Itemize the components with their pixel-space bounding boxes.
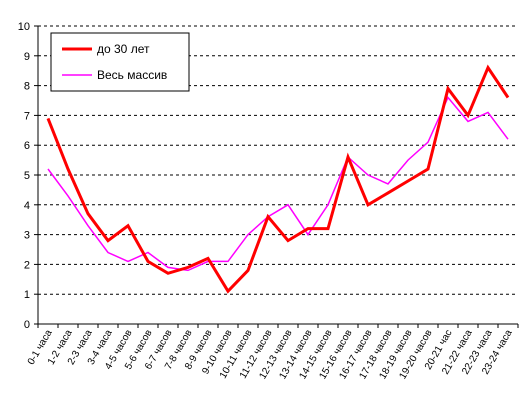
data-point [148,252,149,253]
y-tick-label: 7 [24,110,30,122]
y-tick-label: 0 [24,319,30,331]
data-point [68,195,69,196]
data-point [468,121,469,122]
data-point [128,261,129,262]
y-tick-label: 10 [18,21,30,33]
data-point [368,175,369,176]
y-tick-label: 4 [24,200,30,212]
data-point [408,160,409,161]
y-tick-label: 8 [24,81,30,93]
data-point [428,169,429,170]
data-point [208,258,209,259]
data-point [268,216,269,217]
data-point [168,267,169,268]
data-point [108,240,109,241]
data-point [388,192,389,193]
data-point [248,270,249,271]
data-point [68,169,69,170]
series-line-1 [47,96,509,272]
legend-label: Весь массив [97,68,167,82]
data-point [188,270,189,271]
data-point [248,234,249,235]
series-line-0 [46,64,510,294]
data-point [48,118,49,119]
data-point [488,67,489,68]
data-point [488,112,489,113]
y-tick-label: 6 [24,140,30,152]
data-point [288,204,289,205]
data-point [108,252,109,253]
data-point [408,180,409,181]
data-point [188,267,189,268]
legend: до 30 лет Весь массив [50,32,190,92]
legend-label: до 30 лет [97,42,150,56]
data-point [508,97,509,98]
data-point [328,228,329,229]
data-point [428,142,429,143]
data-point [128,225,129,226]
data-point [448,88,449,89]
data-point [348,157,349,158]
data-point [328,204,329,205]
data-point [228,261,229,262]
data-point [508,139,509,140]
data-point [88,225,89,226]
data-point [228,291,229,292]
legend-box [50,32,190,92]
y-tick-label: 1 [24,289,30,301]
y-tick-label: 9 [24,51,30,63]
y-tick-label: 2 [24,259,30,271]
data-point [148,261,149,262]
data-point [368,204,369,205]
data-point [468,115,469,116]
data-point [288,240,289,241]
y-tick-label: 5 [24,170,30,182]
data-point [448,97,449,98]
data-point [48,169,49,170]
data-point [308,228,309,229]
data-point [168,273,169,274]
data-point [388,183,389,184]
data-point [88,213,89,214]
data-point [308,234,309,235]
y-tick-label: 3 [24,230,30,242]
